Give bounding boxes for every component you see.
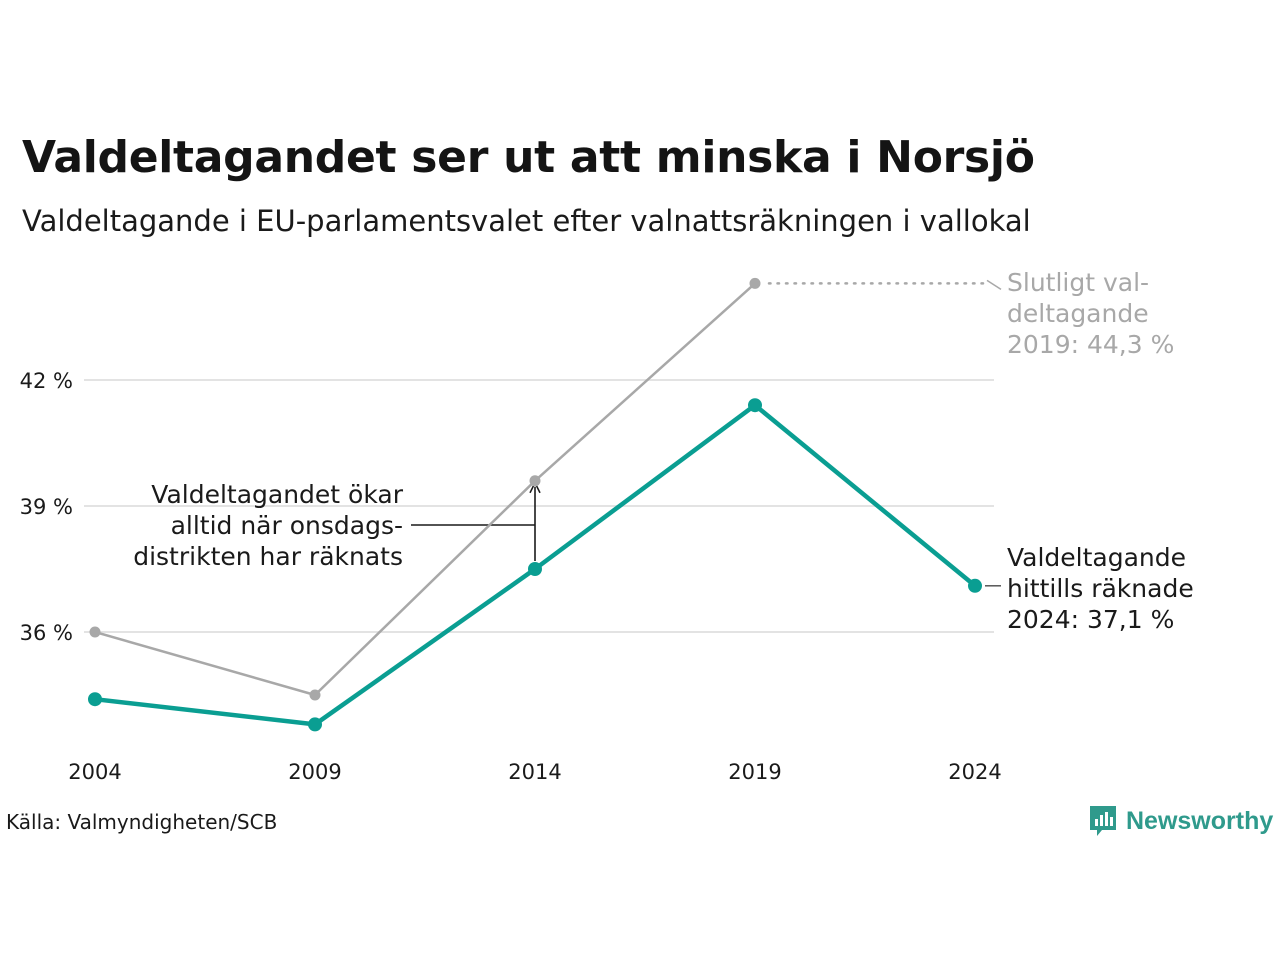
x-tick-label: 2009 xyxy=(288,760,341,784)
data-point-final-2014 xyxy=(529,475,541,487)
data-point-final-2004 xyxy=(89,626,101,638)
data-point-valnatt-2009 xyxy=(308,717,322,732)
y-axis-ticks: 36 % 39 % 42 % xyxy=(20,369,73,645)
y-tick-label: 42 % xyxy=(20,369,73,393)
x-tick-label: 2024 xyxy=(948,760,1001,784)
annotation-increase: Valdeltagandet ökar alltid när onsdags-di… xyxy=(133,480,403,571)
annotation-labels: Slutligt val-deltagande 2019: 44,3 % Valde… xyxy=(133,268,1193,634)
data-point-valnatt-2014 xyxy=(528,562,542,576)
y-tick-label: 36 % xyxy=(20,621,73,645)
data-point-valnatt-2024 xyxy=(968,578,982,593)
chart-title: Valdeltagandet ser ut att minska i Norsj… xyxy=(22,132,1035,183)
y-tick-label: 39 % xyxy=(20,495,73,519)
annotation-final-2019: Slutligt val-deltagande 2019: 44,3 % xyxy=(1007,268,1174,359)
newsworthy-logo-icon xyxy=(1090,806,1116,836)
x-tick-label: 2019 xyxy=(728,760,781,784)
x-tick-label: 2004 xyxy=(68,760,121,784)
x-tick-label: 2014 xyxy=(508,760,561,784)
grid-lines xyxy=(84,379,994,633)
brand-name: Newsworthy xyxy=(1126,806,1274,835)
newsworthy-logo: Newsworthy xyxy=(1088,804,1273,838)
data-point-valnatt-2019 xyxy=(748,398,762,413)
x-axis-ticks: 2004 2009 2014 2019 2024 xyxy=(68,760,1001,784)
chart-subtitle: Valdeltagande i EU-parlamentsvalet efter… xyxy=(22,204,1031,238)
source-note: Källa: Valmyndigheten/SCB xyxy=(6,810,278,834)
series-line-final xyxy=(94,282,756,697)
data-point-final-2009 xyxy=(309,689,321,701)
annotation-current-2024: Valdeltagande hittills räknade 2024: 37,1 … xyxy=(1007,543,1194,634)
data-point-valnatt-2004 xyxy=(88,692,102,707)
annotation-final-tick xyxy=(986,279,1002,291)
data-point-final-2019 xyxy=(749,277,761,289)
series-points xyxy=(88,277,982,732)
